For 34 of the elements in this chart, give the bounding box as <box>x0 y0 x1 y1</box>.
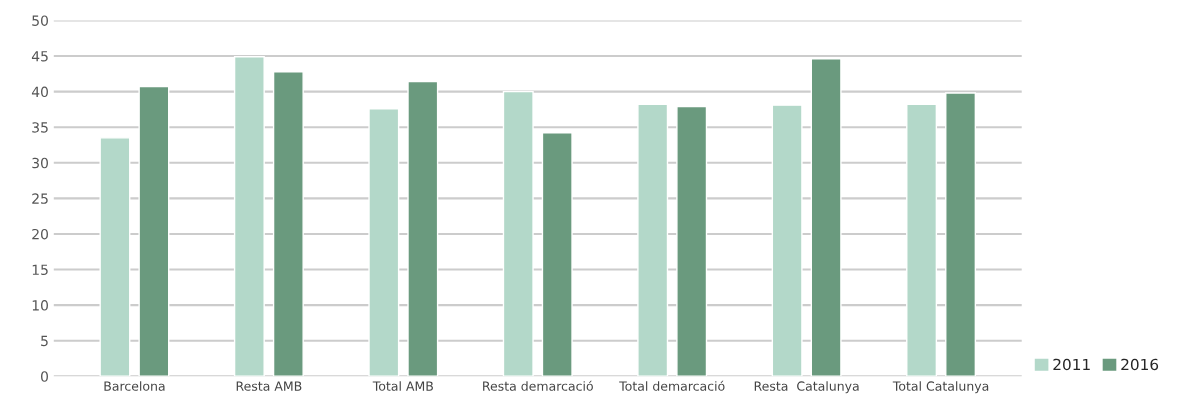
x-tick-label: Resta Catalunya <box>754 381 859 394</box>
y-tick-label: 5 <box>41 335 48 347</box>
bar <box>138 85 170 377</box>
y-tick-label: 30 <box>32 157 48 169</box>
x-tick-label: Resta AMB <box>236 381 302 391</box>
bar <box>637 103 669 377</box>
y-tick-label: 10 <box>32 300 48 311</box>
x-tick-label: Resta demarcació <box>483 380 593 391</box>
x-tick-label: Total Catalunya <box>892 381 989 394</box>
bar <box>676 105 708 377</box>
bar <box>502 90 534 377</box>
legend-label: 2016 <box>1121 358 1159 371</box>
x-tick-label: Barcelona <box>104 381 165 391</box>
y-tick-label: 50 <box>32 15 48 26</box>
y-tick-label: 35 <box>32 122 48 133</box>
bar <box>945 92 977 377</box>
x-tick-label: Total demarcació <box>619 380 725 391</box>
y-tick-label: 20 <box>32 228 48 240</box>
y-tick-label: 40 <box>31 86 48 98</box>
bar <box>99 137 131 377</box>
bar <box>233 56 265 377</box>
bar <box>541 132 573 377</box>
legend-label: 2011 <box>1053 358 1090 371</box>
bar <box>407 80 439 377</box>
bar <box>906 103 938 377</box>
bar <box>368 108 400 377</box>
x-tick-label: Total AMB <box>372 381 433 391</box>
bar <box>272 70 304 377</box>
y-tick-label: 0 <box>40 371 48 382</box>
bar <box>810 58 842 377</box>
y-tick-label: 15 <box>32 264 48 276</box>
y-tick-label: 45 <box>31 51 48 62</box>
bar <box>771 104 803 377</box>
y-tick-label: 25 <box>32 193 48 204</box>
